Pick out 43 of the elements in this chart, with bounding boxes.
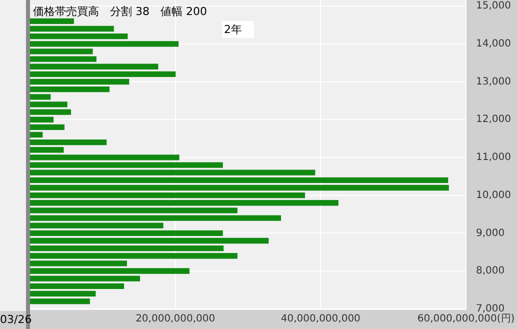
text: 価格帯売買高 分割 38 値幅 200 xyxy=(33,4,207,19)
bar xyxy=(30,170,316,176)
y-tick-label: 7,000 xyxy=(476,303,505,314)
x-tick-label: 20,000,000,000 xyxy=(136,314,216,325)
bar xyxy=(30,290,96,297)
y-tick-label: 13,000 xyxy=(476,76,511,88)
y-tick-label: 12,000 xyxy=(476,114,511,126)
bar xyxy=(30,276,140,282)
bar xyxy=(30,71,176,78)
bar xyxy=(30,147,64,153)
bar xyxy=(30,124,64,130)
y-tick-label: 8,000 xyxy=(476,266,505,277)
y-tick-label: 10,000 xyxy=(476,190,511,201)
x-tick-label: 60,000,000,000(円) xyxy=(417,314,515,325)
bar xyxy=(30,34,128,40)
text: 03/26 xyxy=(0,313,32,326)
bar xyxy=(30,86,110,92)
bar xyxy=(30,238,269,244)
bar xyxy=(30,139,107,146)
y-tick-label: 14,000 xyxy=(476,38,511,50)
bar xyxy=(30,116,54,122)
bar xyxy=(30,230,223,236)
bar xyxy=(30,78,130,85)
bar xyxy=(30,253,238,259)
bar xyxy=(30,26,114,32)
bar xyxy=(30,94,51,100)
annotation: 2年 xyxy=(222,21,254,38)
bar xyxy=(30,222,164,228)
y-tick-label: 11,000 xyxy=(476,152,511,164)
bar xyxy=(30,132,43,138)
bar xyxy=(30,200,338,206)
y-tick-label: 15,000 xyxy=(476,0,511,12)
x-tick-label: 40,000,000,000 xyxy=(280,314,360,325)
bar xyxy=(30,177,448,183)
y-tick-label: 9,000 xyxy=(476,228,505,239)
bar xyxy=(30,192,306,198)
bar xyxy=(30,18,74,24)
bar xyxy=(30,298,90,304)
bar xyxy=(30,64,158,70)
bar xyxy=(30,245,224,252)
bar xyxy=(30,283,124,289)
bar xyxy=(30,41,179,47)
bar xyxy=(30,184,449,191)
